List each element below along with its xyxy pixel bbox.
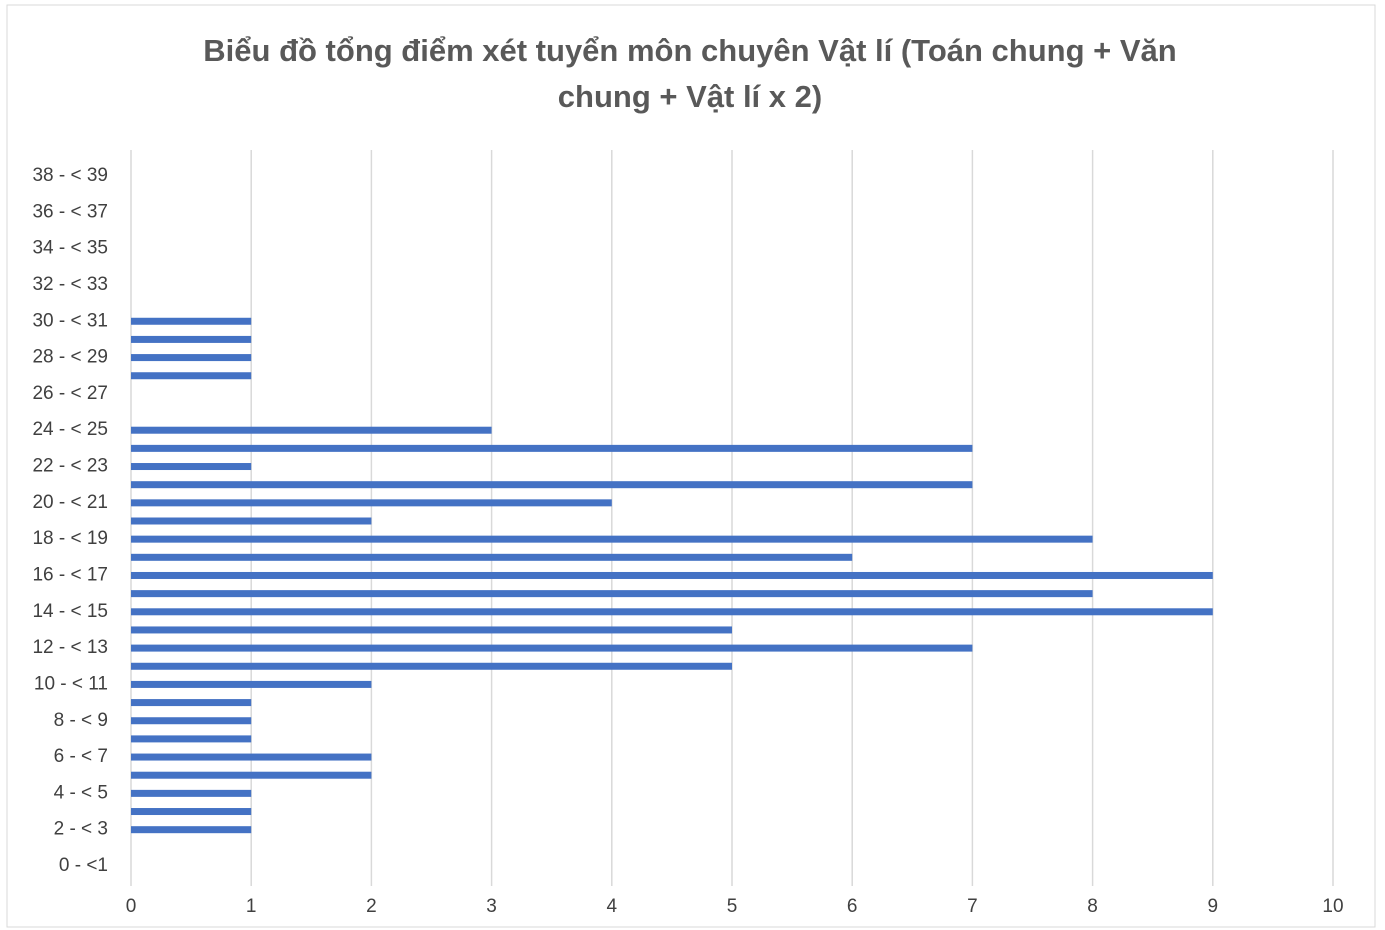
- x-tick-label: 5: [727, 896, 738, 917]
- x-tick-label: 2: [366, 896, 377, 917]
- y-tick-label: 18 - < 19: [32, 528, 108, 549]
- bar: [131, 771, 372, 779]
- bar: [131, 826, 252, 834]
- y-tick-label: 20 - < 21: [32, 492, 108, 513]
- y-tick-label: 14 - < 15: [32, 601, 108, 622]
- x-tick-label: 3: [486, 896, 497, 917]
- y-tick-label: 10 - < 11: [34, 673, 108, 694]
- bar: [131, 535, 1093, 543]
- y-tick-label: 36 - < 37: [32, 201, 108, 222]
- bar: [131, 680, 372, 688]
- chart-title: Biểu đồ tổng điểm xét tuyển môn chuyên V…: [203, 33, 1177, 114]
- bar: [131, 717, 252, 725]
- y-tick-label: 4 - < 5: [54, 782, 108, 803]
- bar: [131, 499, 612, 507]
- x-tick-label: 8: [1087, 896, 1098, 917]
- bar: [131, 517, 372, 525]
- y-tick-label: 22 - < 23: [32, 456, 108, 477]
- x-tick-label: 9: [1208, 896, 1219, 917]
- bar: [131, 699, 252, 707]
- y-tick-label: 32 - < 33: [32, 274, 108, 295]
- y-tick-label: 12 - < 13: [32, 637, 108, 658]
- y-tick-label: 34 - < 35: [32, 238, 108, 259]
- bar: [131, 662, 732, 670]
- bar: [131, 789, 252, 797]
- bar: [131, 481, 973, 489]
- bar: [131, 426, 492, 434]
- bar: [131, 808, 252, 816]
- bar: [131, 735, 252, 743]
- bar: [131, 571, 1213, 579]
- bar: [131, 372, 252, 380]
- y-tick-label: 24 - < 25: [32, 419, 108, 440]
- bar: [131, 317, 252, 325]
- y-tick-label: 30 - < 31: [32, 310, 108, 331]
- x-tick-label: 0: [126, 896, 137, 917]
- y-tick-label: 16 - < 17: [32, 564, 108, 585]
- x-tick-label: 6: [847, 896, 858, 917]
- x-tick-label: 1: [246, 896, 257, 917]
- bar: [131, 444, 973, 452]
- y-tick-label: 28 - < 29: [32, 347, 108, 368]
- bar: [131, 354, 252, 362]
- chart-border: [6, 4, 1376, 928]
- bar: [131, 553, 853, 561]
- y-tick-label: 0 - <1: [59, 855, 108, 876]
- y-tick-label: 8 - < 9: [54, 710, 108, 731]
- bar: [131, 335, 252, 343]
- y-tick-label: 38 - < 39: [32, 165, 108, 186]
- bar: [131, 644, 973, 652]
- bar: [131, 463, 252, 471]
- y-tick-label: 6 - < 7: [54, 746, 108, 767]
- x-tick-label: 10: [1322, 896, 1343, 917]
- y-tick-label: 26 - < 27: [32, 383, 108, 404]
- x-tick-label: 4: [607, 896, 618, 917]
- bar: [131, 753, 372, 761]
- bar: [131, 626, 732, 634]
- x-tick-label: 7: [967, 896, 978, 917]
- y-tick-label: 2 - < 3: [54, 819, 108, 840]
- bar: [131, 590, 1093, 598]
- bar: [131, 608, 1213, 616]
